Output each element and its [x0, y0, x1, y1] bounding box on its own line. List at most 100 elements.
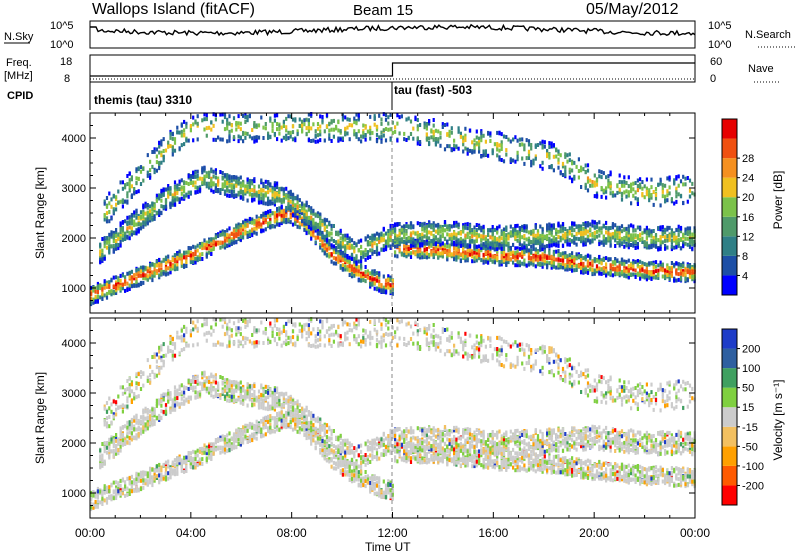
nave-label: Nave — [748, 63, 774, 75]
power-echo-cell — [160, 139, 163, 144]
power-echo-cell — [115, 286, 118, 291]
power-echo-cell — [160, 211, 163, 216]
power-echo-cell — [582, 242, 585, 247]
power-echo-cell — [169, 135, 172, 140]
power-echo-cell — [419, 242, 422, 247]
power-echo-cell — [298, 198, 301, 203]
power-echo-cell — [670, 272, 673, 277]
power-echo-cell — [171, 196, 174, 201]
power-echo-cell — [305, 201, 308, 205]
power-echo-cell — [230, 237, 233, 242]
power-echo-cell — [691, 232, 694, 237]
power-echo-cell — [462, 225, 465, 230]
power-echo-cell — [192, 251, 195, 256]
power-echo-cell — [130, 177, 133, 182]
power-echo-cell — [423, 234, 426, 239]
power-echo-cell — [146, 205, 149, 210]
power-echo-cell — [310, 112, 313, 116]
power-echo-cell — [321, 242, 324, 247]
power-echo-cell — [380, 130, 383, 135]
power-echo-cell — [605, 273, 608, 278]
power-echo-cell — [280, 205, 283, 210]
power-echo-cell — [185, 124, 188, 129]
power-echo-cell — [530, 146, 533, 151]
power-echo-cell — [185, 264, 188, 268]
power-echo-cell — [273, 191, 276, 196]
power-echo-cell — [546, 255, 549, 260]
power-echo-cell — [641, 192, 644, 196]
power-echo-cell — [378, 135, 381, 140]
power-echo-cell — [518, 142, 521, 147]
power-echo-cell — [462, 228, 465, 233]
power-echo-cell — [571, 228, 574, 233]
power-echo-cell — [144, 222, 147, 227]
power-echo-cell — [153, 149, 156, 154]
power-echo-cell — [108, 201, 111, 206]
power-echo-cell — [473, 259, 476, 264]
power-echo-cell — [530, 143, 533, 147]
power-echo-cell — [339, 255, 342, 260]
power-echo-cell — [521, 142, 524, 147]
power-echo-cell — [654, 237, 658, 241]
power-echo-cell — [133, 222, 136, 227]
power-echo-cell — [319, 215, 322, 220]
noise-sky-line — [90, 23, 696, 37]
power-echo-cell — [521, 245, 524, 250]
power-echo-cell — [407, 136, 410, 141]
power-echo-cell — [276, 216, 279, 221]
power-echo-cell — [380, 134, 383, 139]
power-echo-cell — [439, 229, 442, 234]
power-echo-cell — [384, 245, 388, 250]
power-echo-cell — [278, 208, 281, 213]
power-echo-cell — [171, 152, 174, 157]
power-echo-cell — [124, 275, 127, 280]
power-echo-cell — [441, 227, 444, 232]
power-echo-cell — [464, 233, 467, 238]
power-echo-cell — [180, 178, 183, 183]
power-echo-cell — [307, 222, 310, 226]
noise-right-tick-high: 10^5 — [708, 20, 732, 32]
power-echo-cell — [462, 142, 465, 147]
power-echo-cell — [128, 275, 131, 280]
power-echo-cell — [103, 279, 106, 284]
power-echo-cell — [632, 243, 635, 248]
power-echo-cell — [115, 207, 118, 212]
power-echo-cell — [251, 188, 254, 192]
power-echo-cell — [226, 139, 229, 144]
power-echo-cell — [267, 185, 270, 190]
power-echo-cell — [341, 244, 344, 249]
power-echo-cell — [276, 207, 279, 211]
power-echo-cell — [101, 297, 104, 301]
power-echo-cell — [235, 223, 238, 228]
power-echo-cell — [586, 188, 590, 193]
power-echo-cell — [688, 232, 692, 237]
power-echo-cell — [391, 287, 394, 292]
power-echo-cell — [105, 295, 109, 300]
power-echo-cell — [630, 263, 633, 268]
power-echo-cell — [353, 273, 356, 278]
power-echo-cell — [539, 141, 542, 146]
power-echo-cell — [557, 240, 560, 245]
power-echo-cell — [364, 125, 367, 130]
power-echo-cell — [146, 277, 149, 282]
power-echo-cell — [128, 283, 131, 288]
power-echo-cell — [382, 274, 385, 279]
power-echo-cell — [96, 284, 99, 289]
power-echo-cell — [112, 194, 115, 199]
power-echo-cell — [214, 168, 217, 173]
power-echo-cell — [237, 177, 240, 182]
power-echo-cell — [246, 218, 249, 223]
power-echo-cell — [189, 178, 192, 182]
power-echo-cell — [332, 224, 335, 228]
power-echo-cell — [366, 275, 369, 280]
power-echo-cell — [688, 264, 692, 269]
power-echo-cell — [419, 222, 422, 227]
power-echo-cell — [219, 191, 222, 195]
power-echo-cell — [328, 122, 331, 127]
power-echo-cell — [425, 255, 428, 260]
power-echo-cell — [298, 124, 301, 128]
power-echo-cell — [423, 247, 426, 252]
power-echo-cell — [303, 227, 306, 232]
power-echo-cell — [428, 236, 431, 241]
power-echo-cell — [198, 242, 202, 246]
